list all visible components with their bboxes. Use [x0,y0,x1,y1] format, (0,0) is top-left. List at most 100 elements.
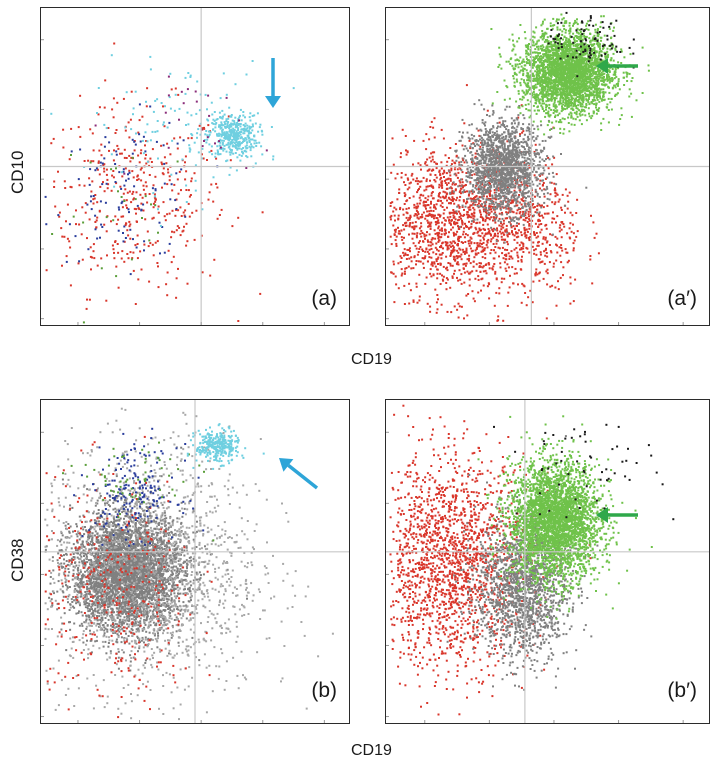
event-dot [503,144,506,147]
event-dot [496,235,499,238]
event-dot [78,184,81,187]
event-dot [540,189,543,192]
event-dot [542,206,545,209]
event-dot [61,264,63,267]
event-dot [251,123,254,126]
event-dot [171,230,173,233]
event-dot [504,217,507,220]
event-dot [223,131,226,134]
event-dot [183,214,186,217]
event-dot [91,132,94,135]
event-dot [430,256,433,259]
event-dot [495,198,498,201]
event-dot [538,258,541,261]
event-dot [413,203,416,206]
event-dot [255,145,258,147]
event-dot [560,247,563,249]
event-dot [110,189,113,192]
event-dot [531,194,534,196]
event-dot [235,139,238,142]
event-dot [488,150,491,153]
event-dot [538,215,541,217]
event-dot [434,237,437,240]
event-dot [560,13,563,16]
event-dot [494,272,497,275]
event-dot [549,193,552,196]
event-dot [448,171,451,174]
event-dot [472,197,475,200]
event-dot [212,128,215,131]
event-dot [428,233,431,236]
event-dot [445,195,447,198]
event-dot [547,212,550,215]
event-dot [251,114,254,117]
event-dot [197,128,200,131]
event-dot [486,154,489,157]
event-dot [493,233,496,236]
event-dot [614,86,617,89]
event-dot [234,83,237,86]
event-dot [404,222,407,225]
event-dot [539,172,542,175]
event-dot [606,50,609,53]
event-dot [237,320,240,322]
event-dot [168,212,171,215]
event-dot [422,139,425,142]
event-dot [164,105,166,108]
event-dot [129,237,132,240]
event-dot [500,155,503,158]
event-dot [430,238,433,241]
event-dot [559,276,562,279]
event-dot [435,258,438,261]
event-dot [432,169,435,172]
event-dot [418,248,421,250]
event-dot [437,227,440,230]
event-dot [177,209,180,212]
event-dot [455,222,458,225]
annotation-arrow-head [265,96,281,108]
event-dot [501,139,504,142]
event-dot [479,200,482,203]
event-dot [556,244,558,247]
event-dot [488,231,491,233]
event-dot [452,190,455,193]
event-dot [132,176,135,179]
event-dot [538,182,541,185]
event-dot [117,190,119,193]
event-dot [513,159,516,162]
event-dot [474,196,477,198]
event-dot [107,127,110,129]
event-dot [460,214,463,217]
event-dot [542,91,545,94]
event-dot [389,218,392,221]
event-dot [494,211,497,214]
event-dot [532,183,535,186]
event-dot [149,157,152,160]
event-dot [545,252,548,254]
event-dot [470,204,473,207]
event-dot [471,137,474,140]
event-dot [542,179,544,182]
event-dot [541,172,544,175]
event-dot [541,242,544,245]
event-dot [578,57,581,60]
event-dot [478,221,481,224]
event-dot [515,247,518,250]
event-dot [511,130,514,133]
event-dot [430,209,433,212]
event-dot [549,22,552,25]
event-dot [503,138,506,141]
event-dot [499,200,502,203]
event-dot [455,255,458,257]
event-dot [197,151,200,154]
event-dot [470,177,473,179]
event-dot [427,225,430,228]
event-dot [122,170,125,173]
event-dot [470,169,473,172]
event-dot [541,204,543,207]
event-dot [415,234,418,237]
event-dot [205,141,208,144]
event-dot [434,232,437,235]
event-dot [209,274,212,277]
event-dot [179,206,182,209]
